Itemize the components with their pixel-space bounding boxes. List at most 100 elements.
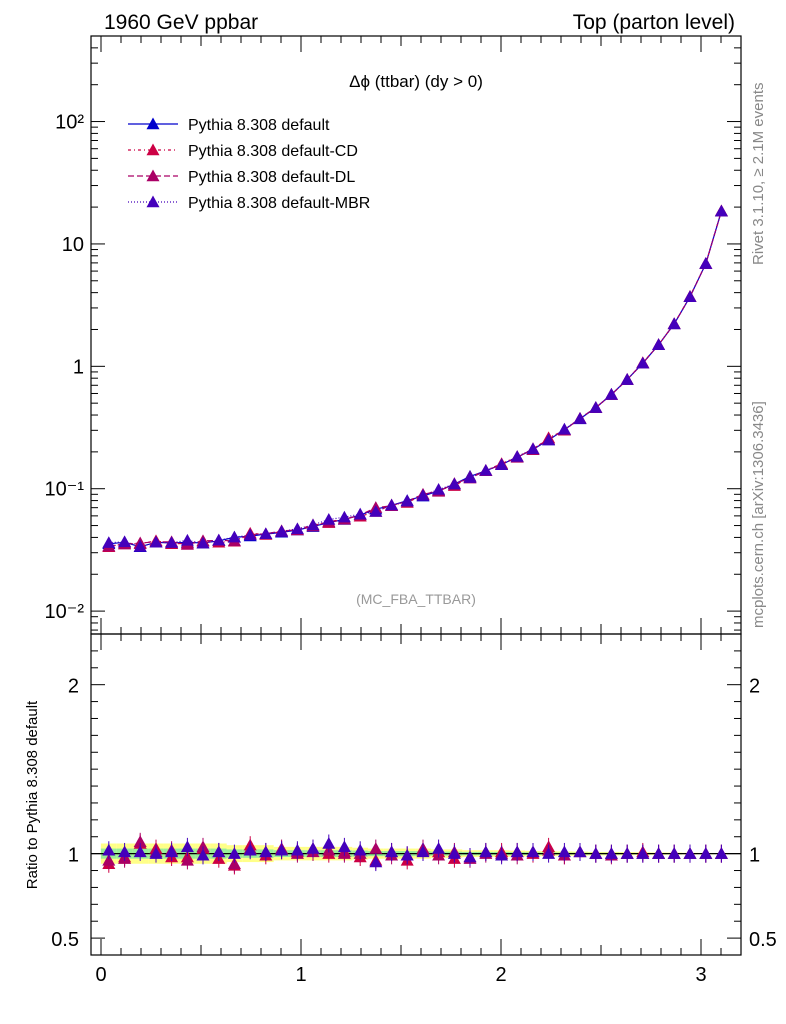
legend-marker	[146, 195, 160, 208]
header-right: Top (parton level)	[573, 11, 735, 34]
series-3-point	[699, 257, 713, 269]
ratio-ytick-label-right: 0.5	[749, 929, 777, 951]
ratio-plot-frame	[90, 633, 742, 956]
ratio-series-2-point	[196, 848, 210, 861]
main-axis-ticks: 10⁻² 10⁻¹ 1 10 10²	[45, 35, 742, 634]
series-3-point	[479, 463, 493, 476]
ratio-xtick-label: 3	[695, 964, 706, 986]
series-3-point	[667, 317, 681, 330]
main-ytick-label: 10²	[55, 112, 84, 134]
ratio-series-2-point	[243, 843, 257, 856]
series-3-point	[196, 536, 210, 549]
watermark: (MC_FBA_TTBAR)	[356, 591, 476, 607]
series-3-point	[510, 450, 524, 462]
series-3-point	[180, 533, 194, 546]
ratio-markers	[102, 832, 728, 875]
series-3-point	[683, 290, 697, 302]
ratio-xtick-label: 1	[295, 964, 306, 986]
series-3-point	[259, 527, 273, 540]
ratio-series-2-point	[667, 847, 681, 859]
ratio-series-2-point	[699, 847, 713, 859]
ratio-ytick-label-right: 1	[749, 845, 760, 867]
main-plot: 10⁻² 10⁻¹ 1 10 10² Δϕ (ttbar) (dy > 0) (MC_F…	[45, 35, 742, 635]
series-3-point	[542, 433, 556, 446]
ratio-series-2-point	[149, 847, 163, 859]
ratio-series-2-point	[714, 847, 728, 859]
legend: Pythia 8.308 default Pythia 8.308 default…	[128, 117, 370, 212]
series-3-point	[652, 338, 666, 350]
ratio-series-2-point	[322, 836, 336, 849]
legend-marker	[146, 169, 160, 182]
series-3-point	[557, 422, 571, 435]
series-3-point	[306, 518, 320, 531]
ratio-series-2-point	[604, 847, 618, 859]
series-3-point	[589, 401, 603, 413]
ratio-series-2-point	[479, 845, 493, 858]
series-3-point	[369, 505, 383, 517]
legend-marker	[146, 117, 160, 130]
series-3-point	[573, 412, 587, 424]
main-ytick-label: 10⁻²	[45, 601, 85, 623]
series-line-2	[108, 211, 722, 547]
legend-label: Pythia 8.308 default-DL	[188, 169, 355, 186]
ratio-series-1-point	[102, 853, 116, 866]
series-line-0	[108, 211, 722, 548]
ratio-series-2-point	[620, 847, 634, 859]
ratio-ytick-label-right: 2	[749, 676, 760, 698]
ratio-series-2-point	[118, 845, 132, 858]
ratio-series-1-point	[180, 853, 194, 866]
legend-label: Pythia 8.308 default	[188, 117, 330, 134]
main-markers	[102, 204, 728, 553]
rivet-label: Rivet 3.1.10, ≥ 2.1M events	[750, 83, 767, 266]
ratio-series-2-point	[400, 848, 414, 861]
ratio-ytick-label: 0.5	[51, 929, 79, 951]
series-3-point	[133, 539, 147, 552]
ratio-series-2-point	[353, 843, 367, 856]
series-3-point	[243, 528, 257, 541]
ratio-series-2-point	[652, 847, 666, 859]
ratio-series-2-point	[227, 847, 241, 859]
series-3-point	[149, 535, 163, 548]
series-3-point	[400, 494, 414, 507]
ratio-series-2-point	[337, 840, 351, 853]
series-3-point	[636, 356, 650, 369]
ratio-series-2-point	[102, 843, 116, 856]
ratio-series-2-point	[557, 845, 571, 858]
ratio-series-2-point	[290, 843, 304, 856]
legend-label: Pythia 8.308 default-MBR	[188, 195, 370, 212]
ratio-series-2-point	[573, 845, 587, 858]
ratio-series-2-point	[495, 848, 509, 861]
ratio-series-2-point	[447, 847, 461, 859]
ratio-series-2-point	[589, 847, 603, 859]
ratio-axis-ticks: 0.5 0.5 1 1 2 2 0 1 2 3	[51, 633, 777, 986]
ratio-series-2-point	[542, 847, 556, 859]
series-3-point	[118, 535, 132, 548]
ratio-series-2-point	[432, 842, 446, 854]
ratio-ytick-label: 1	[68, 845, 79, 867]
ratio-xtick-label: 2	[495, 964, 506, 986]
main-title: Δϕ (ttbar) (dy > 0)	[349, 72, 483, 91]
series-3-point	[463, 471, 477, 483]
ratio-plot: 0.5 0.5 1 1 2 2 0 1 2 3 Ratio to Pythia 8.308 def…	[24, 633, 777, 986]
series-3-point	[227, 530, 241, 543]
series-3-point	[385, 498, 399, 511]
ratio-ytick-label: 2	[68, 676, 79, 698]
ratio-series-2-point	[683, 847, 697, 859]
series-3-point	[495, 458, 509, 470]
ratio-xtick-label: 0	[95, 964, 106, 986]
ratio-series-2-point	[636, 847, 650, 859]
series-3-point	[165, 536, 179, 548]
ratio-series-2-point	[526, 845, 540, 858]
ratio-series-2-point	[385, 845, 399, 858]
series-3-point	[337, 510, 351, 523]
series-3-point	[620, 373, 634, 385]
ratio-ylabel: Ratio to Pythia 8.308 default	[24, 700, 41, 889]
ratio-series-2-point	[259, 845, 273, 858]
series-3-point	[447, 477, 461, 490]
main-ytick-label: 10⁻¹	[45, 479, 85, 501]
series-3-point	[353, 507, 367, 520]
ratio-series-2-point	[275, 843, 289, 856]
ratio-series-2-point	[133, 845, 147, 858]
ratio-series-1-point	[196, 840, 210, 853]
